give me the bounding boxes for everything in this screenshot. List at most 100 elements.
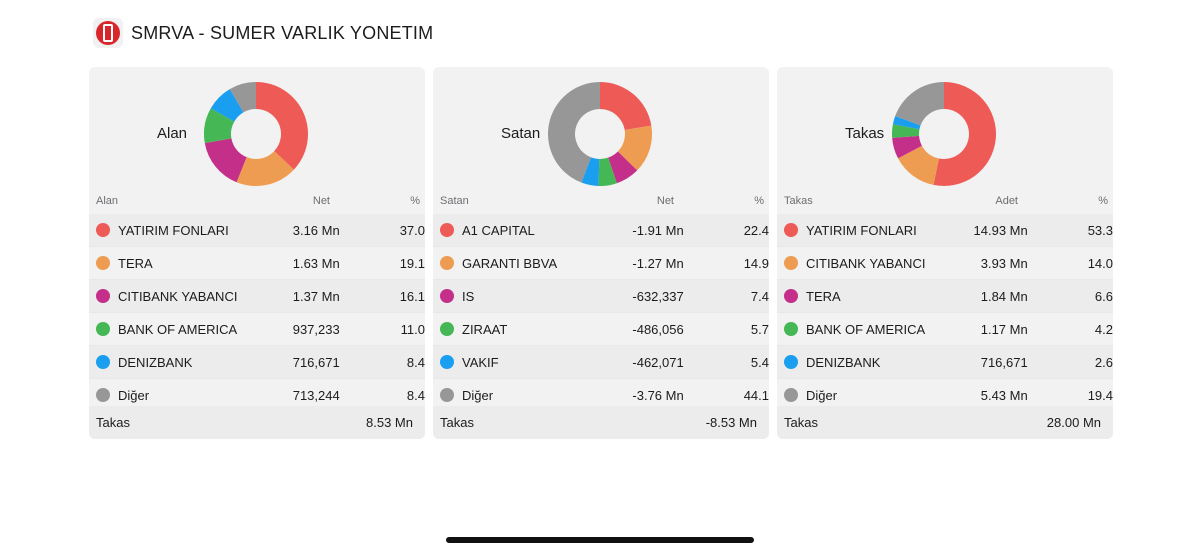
broker-name: ZIRAAT: [462, 321, 508, 337]
takas-total-row: Takas 8.53 Mn: [89, 406, 425, 439]
donut-slice[interactable]: [229, 82, 256, 113]
broker-pct: 5.7: [750, 321, 769, 337]
takas-total: 8.53 Mn: [366, 415, 413, 430]
home-indicator[interactable]: [446, 537, 754, 543]
panel-alan: Alan Alan Net% YATIRIM FONLARI 3.16 Mn 37.0 TE…: [89, 67, 425, 439]
broker-row[interactable]: Diğer -3.76 Mn 44.1: [433, 379, 769, 412]
broker-name: DENIZBANK: [118, 354, 193, 370]
broker-row[interactable]: IS -632,337 7.4: [433, 280, 769, 313]
donut-slice[interactable]: [933, 82, 996, 186]
broker-row[interactable]: DENIZBANK 716,671 2.6: [777, 346, 1113, 379]
chart-label: Satan: [501, 125, 541, 142]
broker-value: 1.17 Mn: [980, 321, 1028, 337]
donut-slice[interactable]: [236, 151, 294, 186]
color-dot: [784, 355, 798, 369]
takas-total: -8.53 Mn: [705, 415, 757, 430]
broker-value: -1.91 Mn: [632, 222, 684, 238]
broker-pct: 37.0: [399, 222, 425, 238]
broker-row[interactable]: Diğer 5.43 Mn 19.4: [777, 379, 1113, 412]
donut-slice[interactable]: [892, 124, 920, 138]
takas-label: Takas: [440, 415, 474, 430]
broker-value: 716,671: [292, 354, 340, 370]
takas-total-row: Takas 28.00 Mn: [777, 406, 1113, 439]
donut-slice[interactable]: [581, 157, 600, 186]
donut-slice[interactable]: [598, 157, 617, 186]
column-header: Alan Net%: [89, 188, 425, 214]
broker-row[interactable]: VAKIF -462,071 5.4: [433, 346, 769, 379]
broker-pct: 5.4: [750, 354, 769, 370]
broker-pct: 14.9: [743, 255, 769, 271]
color-dot: [96, 322, 110, 336]
broker-row[interactable]: GARANTI BBVA -1.27 Mn 14.9: [433, 247, 769, 280]
donut-chart[interactable]: [892, 82, 996, 186]
broker-value: 716,671: [980, 354, 1028, 370]
donut-slice[interactable]: [210, 89, 244, 122]
donut-slice[interactable]: [895, 82, 944, 126]
broker-value: -3.76 Mn: [632, 387, 684, 403]
broker-value: -632,337: [632, 288, 684, 304]
broker-pct: 6.6: [1094, 288, 1113, 304]
donut-slice[interactable]: [548, 82, 600, 183]
header: SMRVA - SUMER VARLIK YONETIM: [93, 17, 433, 49]
broker-row[interactable]: TERA 1.63 Mn 19.1: [89, 247, 425, 280]
color-dot: [440, 355, 454, 369]
color-dot: [96, 223, 110, 237]
broker-pct: 4.2: [1094, 321, 1113, 337]
broker-name: A1 CAPITAL: [462, 222, 535, 238]
broker-value: 5.43 Mn: [980, 387, 1028, 403]
broker-name: GARANTI BBVA: [462, 255, 558, 271]
column-header: Takas Adet%: [777, 188, 1113, 214]
broker-value: 1.63 Mn: [292, 255, 340, 271]
column-header-pct: %: [1098, 195, 1108, 207]
broker-name: Diğer: [806, 387, 838, 403]
takas-total-row: Takas -8.53 Mn: [433, 406, 769, 439]
broker-name: IS: [462, 288, 475, 304]
broker-list: YATIRIM FONLARI 3.16 Mn 37.0 TERA 1.63 Mn 19.…: [89, 214, 425, 412]
broker-pct: 53.3: [1087, 222, 1113, 238]
broker-name: DENIZBANK: [806, 354, 881, 370]
takas-label: Takas: [784, 415, 818, 430]
donut-slice[interactable]: [600, 82, 652, 130]
broker-name: Diğer: [118, 387, 150, 403]
color-dot: [440, 289, 454, 303]
broker-value: 3.93 Mn: [980, 255, 1028, 271]
broker-row[interactable]: DENIZBANK 716,671 8.4: [89, 346, 425, 379]
donut-slice[interactable]: [892, 116, 921, 130]
broker-row[interactable]: TERA 1.84 Mn 6.6: [777, 280, 1113, 313]
broker-row[interactable]: CITIBANK YABANCI 3.93 Mn 14.0: [777, 247, 1113, 280]
donut-chart[interactable]: [204, 82, 308, 186]
broker-name: Diğer: [462, 387, 494, 403]
broker-pct: 8.4: [406, 387, 425, 403]
column-header-value: Net: [312, 195, 330, 207]
broker-distribution-panels: Alan Alan Net% YATIRIM FONLARI 3.16 Mn 37.0 TE…: [89, 67, 1113, 439]
broker-row[interactable]: YATIRIM FONLARI 3.16 Mn 37.0: [89, 214, 425, 247]
panel-satan: Satan Satan Net% A1 CAPITAL -1.91 Mn 22.4 GARA…: [433, 67, 769, 439]
donut-chart[interactable]: [548, 82, 652, 186]
donut-slice[interactable]: [898, 145, 939, 185]
takas-total: 28.00 Mn: [1046, 415, 1101, 430]
chart-area: Alan: [89, 67, 425, 188]
column-header-pct: %: [410, 195, 420, 207]
broker-row[interactable]: CITIBANK YABANCI 1.37 Mn 16.1: [89, 280, 425, 313]
column-header: Satan Net%: [433, 188, 769, 214]
broker-pct: 22.4: [743, 222, 769, 238]
donut-slice[interactable]: [892, 135, 922, 159]
donut-slice[interactable]: [617, 125, 652, 171]
broker-row[interactable]: BANK OF AMERICA 1.17 Mn 4.2: [777, 313, 1113, 346]
chart-label: Alan: [157, 125, 188, 142]
broker-row[interactable]: BANK OF AMERICA 937,233 11.0: [89, 313, 425, 346]
chart-label: Takas: [845, 125, 885, 142]
column-header-name: Takas: [784, 195, 813, 207]
donut-slice[interactable]: [608, 151, 638, 184]
donut-slice[interactable]: [204, 138, 247, 183]
donut-slice[interactable]: [204, 108, 235, 144]
broker-value: 937,233: [292, 321, 340, 337]
broker-row[interactable]: YATIRIM FONLARI 14.93 Mn 53.3: [777, 214, 1113, 247]
is-yatirim-logo-icon: [93, 18, 123, 48]
broker-row[interactable]: ZIRAAT -486,056 5.7: [433, 313, 769, 346]
broker-row[interactable]: A1 CAPITAL -1.91 Mn 22.4: [433, 214, 769, 247]
donut-slice[interactable]: [256, 82, 308, 170]
broker-value: 14.93 Mn: [973, 222, 1028, 238]
color-dot: [440, 388, 454, 402]
color-dot: [96, 289, 110, 303]
